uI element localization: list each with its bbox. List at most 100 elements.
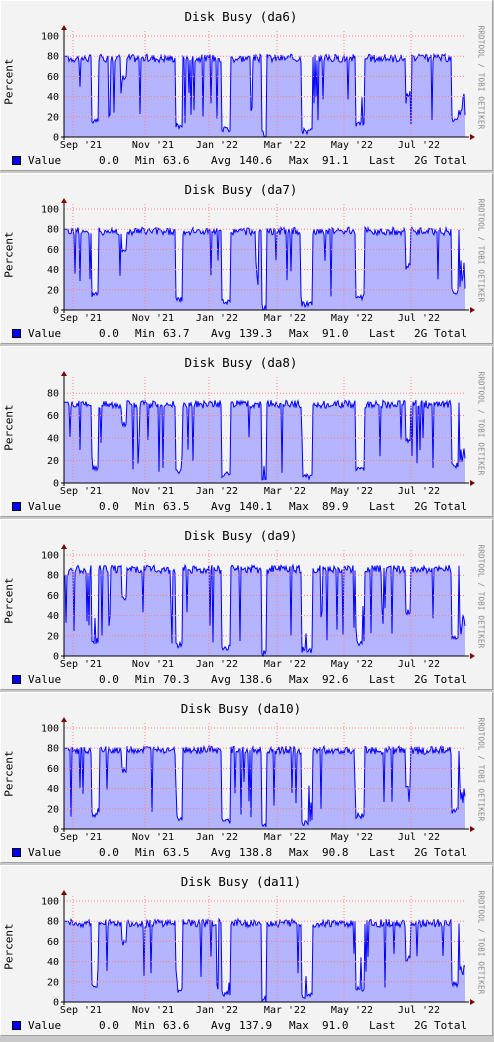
graph-panel: Disk Busy (da11) Percent RRDTOOL / TOBI OE… — [0, 865, 493, 1036]
y-tick-label: 20 — [47, 631, 59, 642]
legend-min-label: Min — [135, 154, 155, 167]
x-tick-label: Mar '22 — [264, 832, 306, 843]
y-tick-label: 80 — [47, 52, 59, 63]
legend-max-label: Max — [289, 154, 309, 167]
x-tick-label: Sep '21 — [60, 1005, 102, 1016]
graph-panel: Disk Busy (da7) Percent RRDTOOL / TOBI OET… — [0, 173, 493, 344]
legend-last-label: Last — [369, 327, 396, 340]
legend-row: Value 0.0 Min 63.5 Avg 138.8 Max 90.8 Last 2G Tota… — [1, 846, 481, 860]
x-axis-arrow — [470, 480, 475, 486]
legend-total-label: Total — [434, 846, 468, 859]
y-tick-label: 80 — [47, 917, 59, 928]
x-tick-label: May '22 — [331, 832, 373, 843]
graph-title: Disk Busy (da7) — [184, 182, 298, 197]
x-tick-label: Jan '22 — [196, 486, 238, 497]
value-line — [64, 399, 466, 481]
legend-last-value: 91.1 — [322, 154, 349, 167]
legend-avg-label: Avg — [211, 1019, 231, 1032]
legend-avg-value: 63.5 — [163, 846, 190, 859]
plot-area: 0 20 40 60 80 100 Sep '21 Nov '21 Jan '22 Mar '22… — [41, 198, 475, 324]
legend-min-label: Min — [135, 1019, 155, 1032]
y-tick-label: 100 — [41, 205, 59, 216]
legend-total-value: 2G — [414, 500, 428, 513]
legend-swatch — [12, 675, 21, 684]
graph-title: Disk Busy (da6) — [184, 9, 298, 24]
legend-series-name: Value — [28, 327, 62, 340]
y-tick-label: 0 — [53, 825, 59, 836]
y-tick-label: 60 — [47, 411, 59, 422]
legend-total-label: Total — [434, 673, 468, 686]
y-tick-label: 20 — [47, 112, 59, 123]
x-axis-arrow — [470, 307, 475, 313]
legend-last-label: Last — [369, 846, 396, 859]
legend-total-value: 2G — [414, 1019, 428, 1032]
y-tick-label: 0 — [53, 479, 59, 490]
legend-total-value: 2G — [414, 327, 428, 340]
legend-total-label: Total — [434, 154, 468, 167]
plot-area: 0 20 40 60 80 100 Sep '21 Nov '21 Jan '22 Mar '22… — [41, 25, 475, 151]
plot-area: 0 20 40 60 80 100 Sep '21 Nov '21 Jan '22 Mar '22… — [41, 544, 475, 670]
legend-avg-label: Avg — [211, 846, 231, 859]
x-tick-label: Sep '21 — [60, 659, 102, 670]
legend-total-label: Total — [434, 1019, 468, 1032]
x-tick-label: May '22 — [331, 1005, 373, 1016]
y-tick-label: 60 — [47, 72, 59, 83]
x-tick-label: Jan '22 — [196, 313, 238, 324]
x-tick-label: Sep '21 — [60, 313, 102, 324]
legend-max-value: 138.6 — [239, 673, 273, 686]
value-line — [64, 744, 466, 828]
x-axis-arrow — [470, 826, 475, 832]
legend-total-label: Total — [434, 327, 468, 340]
x-tick-label: Mar '22 — [264, 140, 306, 151]
x-tick-label: May '22 — [331, 659, 373, 670]
value-line — [64, 225, 466, 311]
x-tick-label: Jan '22 — [196, 1005, 238, 1016]
legend-swatch — [12, 329, 21, 338]
legend-min-label: Min — [135, 327, 155, 340]
y-tick-label: 20 — [47, 285, 59, 296]
y-tick-label: 40 — [47, 784, 59, 795]
value-line — [64, 563, 466, 658]
y-axis-arrow — [61, 371, 67, 376]
legend-max-label: Max — [289, 846, 309, 859]
x-tick-label: Jul '22 — [398, 1005, 440, 1016]
legend-avg-value: 70.3 — [163, 673, 190, 686]
y-tick-label: 20 — [47, 456, 59, 467]
legend-min-value: 0.0 — [99, 500, 119, 513]
x-tick-label: Mar '22 — [264, 659, 306, 670]
legend-series-name: Value — [28, 673, 62, 686]
x-tick-label: Sep '21 — [60, 140, 102, 151]
y-tick-label: 60 — [47, 245, 59, 256]
y-tick-label: 40 — [47, 265, 59, 276]
legend-max-value: 140.6 — [239, 154, 273, 167]
legend-row: Value 0.0 Min 70.3 Avg 138.6 Max 92.6 Last 2G Tota… — [1, 673, 481, 687]
legend-avg-label: Avg — [211, 154, 231, 167]
y-tick-label: 20 — [47, 977, 59, 988]
graph-panel: Disk Busy (da10) Percent RRDTOOL / TOBI OE… — [0, 692, 493, 863]
y-axis-arrow — [61, 25, 67, 30]
y-tick-label: 100 — [41, 32, 59, 43]
legend-avg-label: Avg — [211, 673, 231, 686]
legend-total-value: 2G — [414, 154, 428, 167]
y-tick-label: 80 — [47, 571, 59, 582]
x-axis-arrow — [470, 134, 475, 140]
y-tick-label: 60 — [47, 591, 59, 602]
graph-title: Disk Busy (da9) — [184, 528, 298, 543]
x-tick-label: Nov '21 — [132, 486, 174, 497]
y-axis-arrow — [61, 717, 67, 722]
legend-min-value: 0.0 — [99, 154, 119, 167]
x-tick-label: May '22 — [331, 140, 373, 151]
value-area — [64, 565, 465, 656]
legend-min-label: Min — [135, 500, 155, 513]
legend-min-value: 0.0 — [99, 1019, 119, 1032]
x-tick-label: Sep '21 — [60, 486, 102, 497]
legend-min-label: Min — [135, 846, 155, 859]
x-tick-label: Jul '22 — [398, 832, 440, 843]
y-tick-label: 60 — [47, 764, 59, 775]
legend-total-label: Total — [434, 500, 468, 513]
graph-panel: Disk Busy (da9) Percent RRDTOOL / TOBI OET… — [0, 519, 493, 690]
plot-area: 0 20 40 60 80 100 Sep '21 Nov '21 Jan '22 Mar '22… — [41, 890, 475, 1016]
legend-avg-value: 63.7 — [163, 327, 190, 340]
y-tick-label: 0 — [53, 652, 59, 663]
y-tick-label: 20 — [47, 804, 59, 815]
